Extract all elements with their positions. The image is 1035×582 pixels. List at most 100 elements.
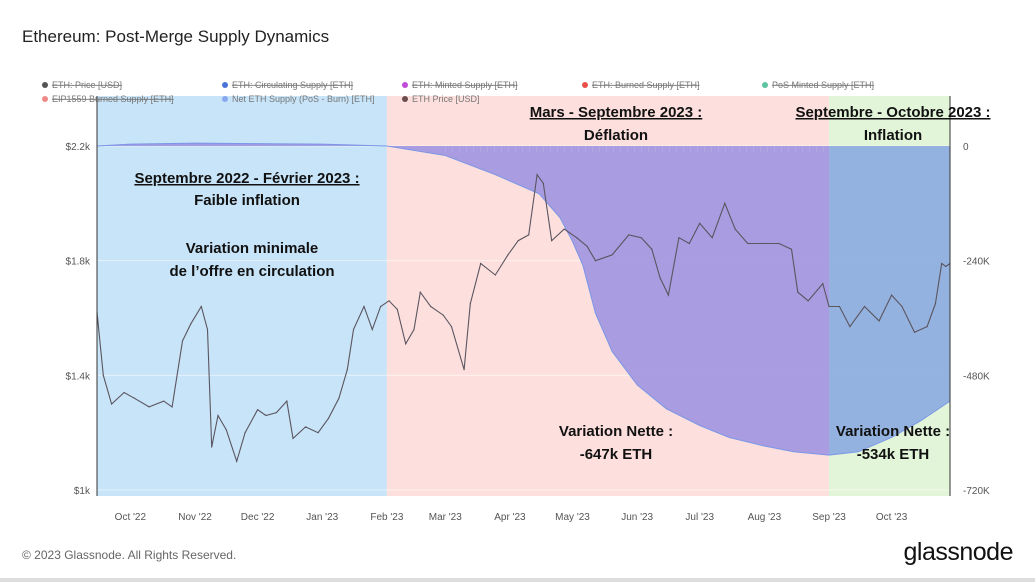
price-point xyxy=(442,314,444,316)
legend-item[interactable]: ETH: Circulating Supply [ETH] xyxy=(232,80,353,90)
price-point xyxy=(863,305,866,308)
price-point xyxy=(901,305,903,308)
price-point xyxy=(651,248,653,250)
price-point xyxy=(206,328,209,331)
y-right-tick-label: -480K xyxy=(963,371,990,382)
x-tick-label: Dec '22 xyxy=(241,512,275,523)
price-point xyxy=(346,369,348,371)
price-point xyxy=(711,237,713,239)
price-point xyxy=(200,305,202,308)
price-point xyxy=(542,182,544,184)
price-point xyxy=(388,300,390,302)
price-point xyxy=(822,283,824,285)
glassnode-logo: glassnode xyxy=(903,538,1014,566)
x-tick-label: May '23 xyxy=(555,512,590,523)
price-point xyxy=(878,320,880,322)
period-title: Septembre 2022 - Février 2023 : xyxy=(134,170,359,187)
legend-marker xyxy=(42,82,48,88)
price-point xyxy=(659,277,661,279)
period-title: Faible inflation xyxy=(194,192,300,209)
x-tick-label: Jun '23 xyxy=(621,512,653,523)
price-point xyxy=(265,414,267,417)
price-point xyxy=(171,406,173,408)
legend-marker xyxy=(582,82,588,88)
legend-item[interactable]: ETH Price [USD] xyxy=(412,94,480,104)
price-point xyxy=(517,240,519,242)
price-point xyxy=(419,291,421,293)
price-point xyxy=(371,328,373,331)
price-point xyxy=(405,343,407,345)
price-point xyxy=(536,174,538,176)
price-point xyxy=(807,300,809,302)
copyright-footer: © 2023 Glassnode. All Rights Reserved. xyxy=(22,548,237,562)
x-tick-label: Nov '22 xyxy=(178,512,212,523)
price-point xyxy=(317,432,319,434)
legend-item[interactable]: ETH: Burned Supply [ETH] xyxy=(592,80,700,90)
price-point xyxy=(763,242,765,245)
price-point xyxy=(480,262,482,265)
price-point xyxy=(450,326,453,328)
legend-marker xyxy=(402,96,408,102)
price-point xyxy=(469,303,471,305)
price-point xyxy=(747,242,749,245)
price-point xyxy=(286,400,288,402)
period-note: Variation Nette : xyxy=(836,423,950,440)
price-point xyxy=(413,328,415,331)
legend-item[interactable]: ETH: Price [USD] xyxy=(52,80,122,90)
x-tick-label: Feb '23 xyxy=(370,512,403,523)
price-point xyxy=(640,237,642,239)
y-right-tick-label: 0 xyxy=(963,142,969,153)
price-point xyxy=(275,412,277,414)
price-point xyxy=(327,417,330,419)
price-point xyxy=(148,406,150,408)
y-right-tick-label: -240K xyxy=(963,257,990,268)
x-tick-label: Aug '23 xyxy=(748,512,782,523)
price-point xyxy=(551,240,553,242)
price-point xyxy=(934,303,937,305)
price-point xyxy=(256,409,259,411)
divider xyxy=(0,578,1035,582)
y-left-tick-label: $1.4k xyxy=(66,371,91,382)
price-point xyxy=(828,305,830,308)
price-point xyxy=(628,234,630,236)
price-point xyxy=(945,265,947,267)
price-point xyxy=(734,228,736,230)
price-point xyxy=(594,260,597,262)
legend-item[interactable]: EIP1559 Burned Supply [ETH] xyxy=(52,94,174,104)
price-point xyxy=(380,305,382,308)
price-point xyxy=(338,397,340,399)
price-point xyxy=(563,228,565,230)
price-point xyxy=(494,274,496,276)
y-left-tick-label: $2.2k xyxy=(66,142,91,153)
x-tick-label: Oct '23 xyxy=(876,512,908,523)
legend-marker xyxy=(42,96,48,102)
price-point xyxy=(133,397,136,399)
price-point xyxy=(463,369,465,371)
x-tick-label: Jul '23 xyxy=(685,512,714,523)
period-title: Septembre - Octobre 2023 : xyxy=(795,104,990,121)
price-point xyxy=(110,403,113,405)
legend-item[interactable]: ETH: Minted Supply [ETH] xyxy=(412,80,518,90)
price-point xyxy=(211,446,213,448)
price-point xyxy=(891,294,893,296)
price-point xyxy=(123,391,125,394)
y-left-tick-label: $1.8k xyxy=(66,257,91,268)
period-title: Mars - Septembre 2023 : xyxy=(530,104,703,121)
price-point xyxy=(190,323,192,325)
price-point xyxy=(797,291,799,293)
price-point xyxy=(430,305,432,308)
price-point xyxy=(507,254,509,256)
price-point xyxy=(102,374,104,376)
price-point xyxy=(941,262,943,265)
period-title: Déflation xyxy=(584,127,648,144)
price-point xyxy=(244,432,246,434)
legend-item[interactable]: Net ETH Supply (PoS - Burn) [ETH] xyxy=(232,94,375,104)
chart-title: Ethereum: Post-Merge Supply Dynamics xyxy=(22,27,330,46)
price-point xyxy=(304,426,307,428)
price-point xyxy=(678,237,680,239)
price-point xyxy=(724,202,726,204)
legend-item[interactable]: PoS Minted Supply [ETH] xyxy=(772,80,874,90)
price-point xyxy=(163,400,165,402)
price-point xyxy=(838,305,841,308)
